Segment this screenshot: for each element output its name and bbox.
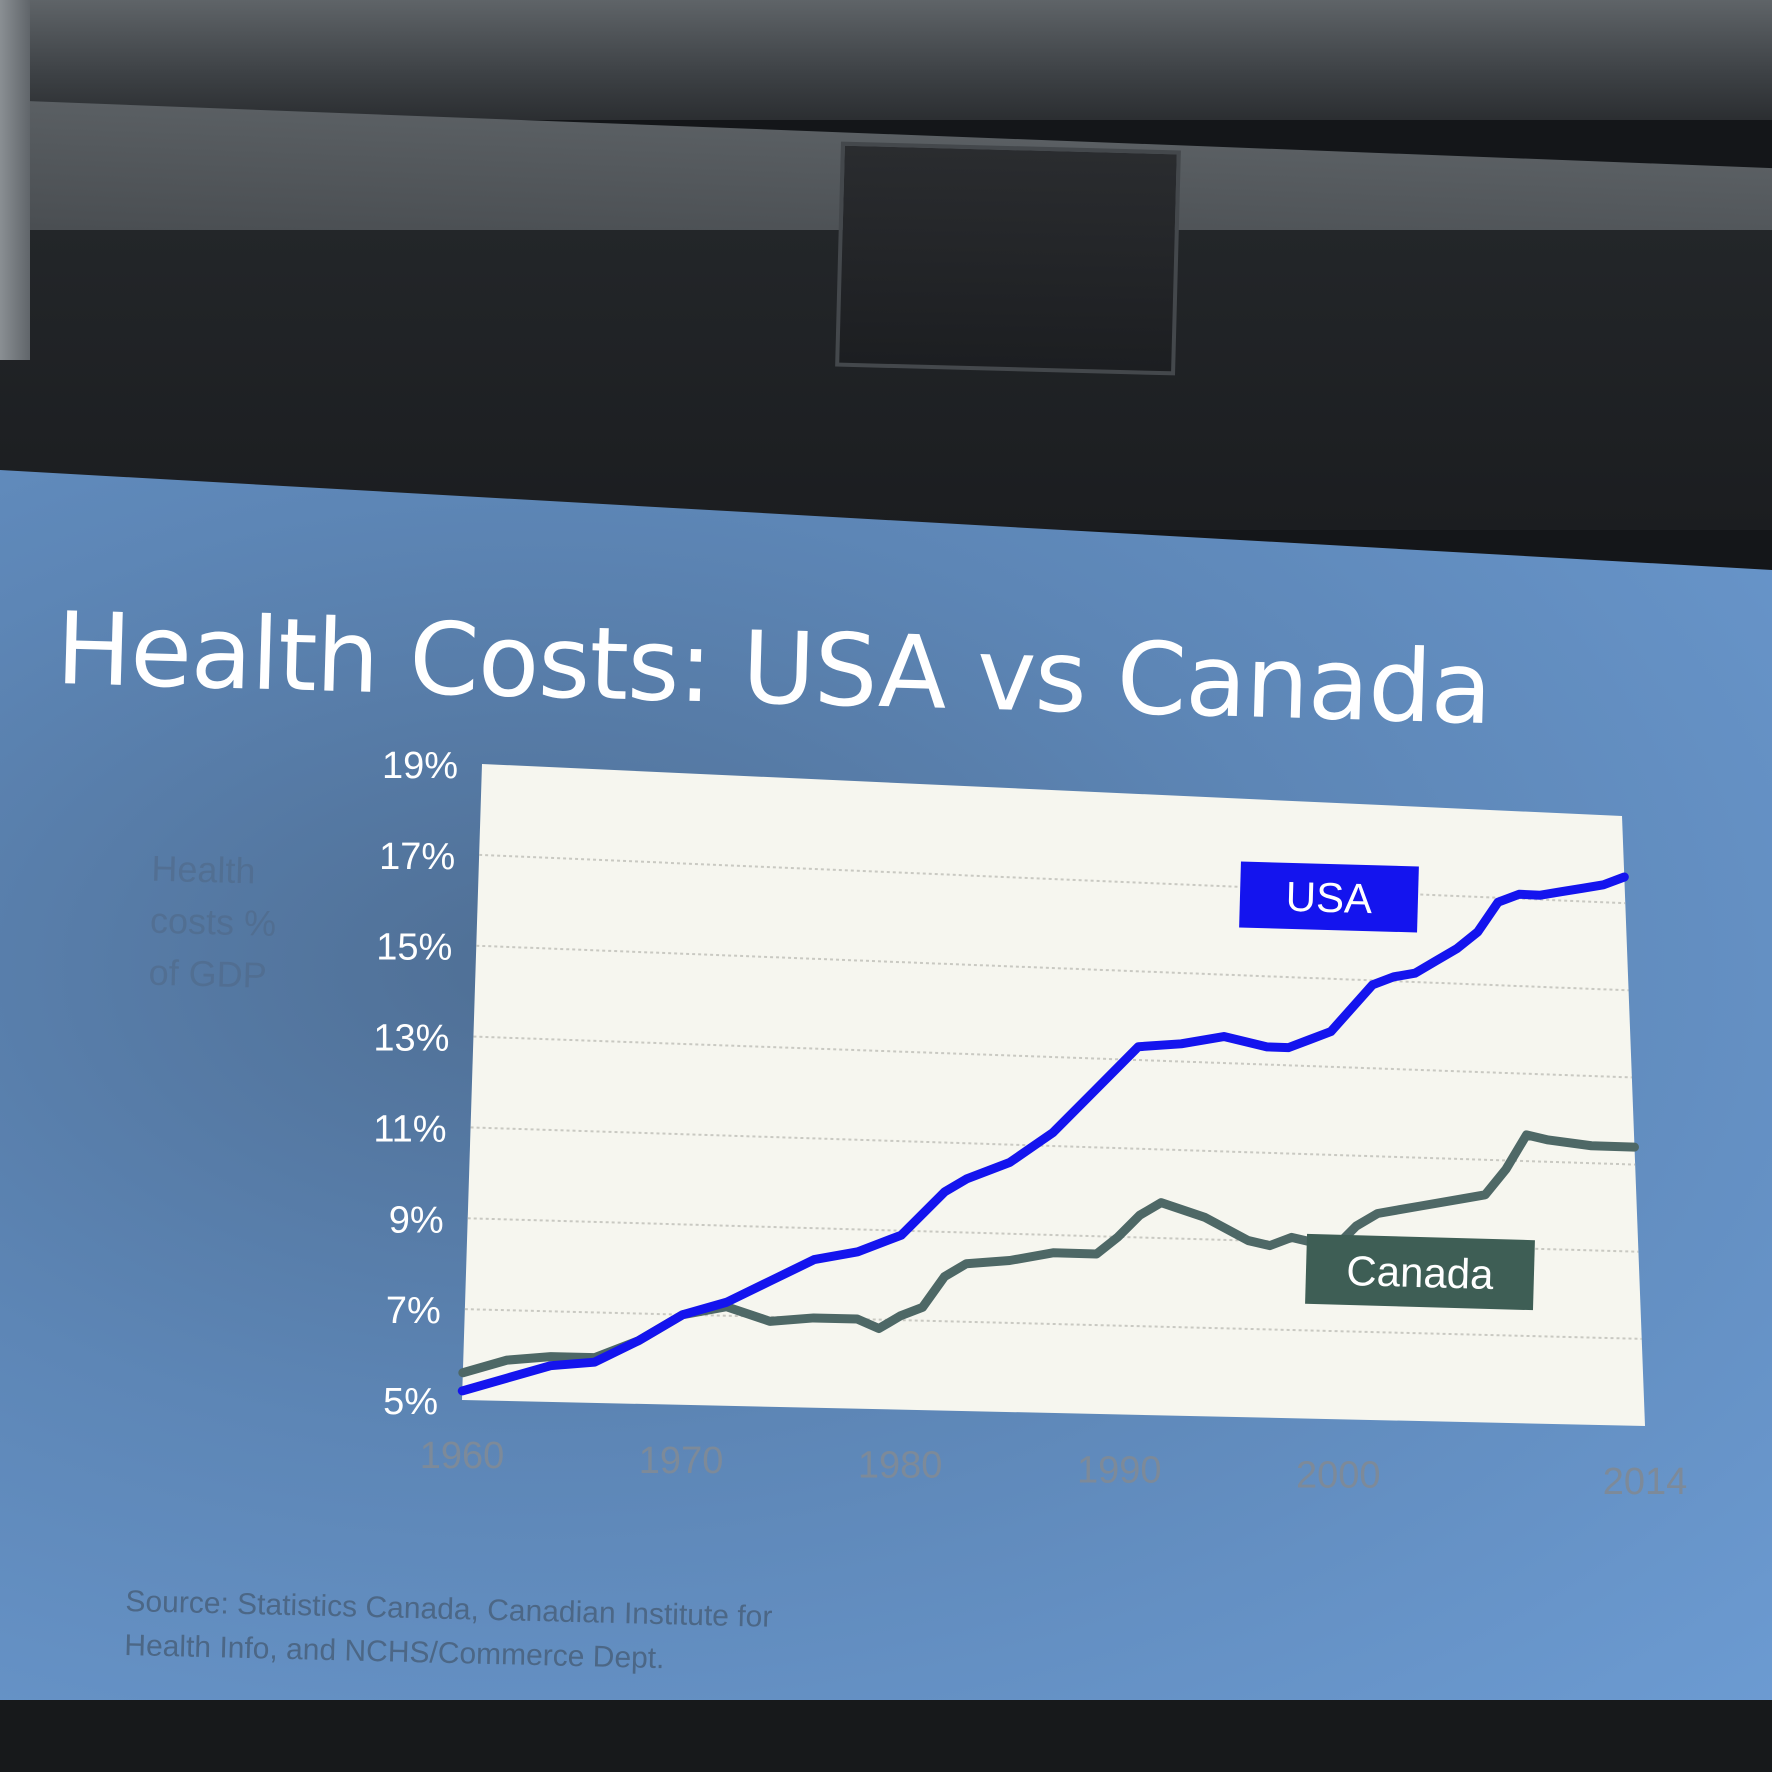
canada-label: Canada	[1305, 1233, 1535, 1311]
y-tick-label: 13%	[373, 1018, 449, 1060]
x-tick-label: 1990	[1077, 1449, 1162, 1491]
usa-label-text: USA	[1285, 873, 1373, 922]
y-tick-label: 15%	[376, 927, 452, 969]
canada-label-bg	[1305, 1233, 1535, 1311]
gridline	[464, 1308, 1642, 1340]
y-tick-label: 19%	[382, 745, 458, 787]
y-tick-label: 17%	[379, 836, 455, 878]
plot-area	[462, 764, 1645, 1426]
usa-label-bg	[1239, 861, 1419, 933]
usa-label: USA	[1239, 861, 1419, 933]
gridline	[476, 944, 1629, 992]
gridline	[479, 853, 1626, 905]
x-tick-label: 1970	[639, 1440, 724, 1482]
gridline	[473, 1035, 1632, 1079]
canada-label-text: Canada	[1346, 1247, 1495, 1298]
y-tick-label: 9%	[389, 1199, 444, 1241]
x-tick-label: 1980	[858, 1445, 943, 1487]
y-tick-label: 11%	[373, 1108, 446, 1150]
pillar	[0, 0, 30, 360]
y-tick-label: 7%	[386, 1290, 441, 1332]
floor-strip	[0, 1700, 1772, 1772]
series-line-usa	[457, 872, 1629, 1396]
x-tick-label: 2014	[1603, 1461, 1688, 1503]
gridline	[470, 1126, 1636, 1166]
y-tick-label: 5%	[383, 1381, 438, 1423]
x-tick-label: 1960	[420, 1435, 505, 1477]
x-tick-label: 2000	[1296, 1454, 1381, 1496]
ceiling	[0, 0, 1772, 120]
